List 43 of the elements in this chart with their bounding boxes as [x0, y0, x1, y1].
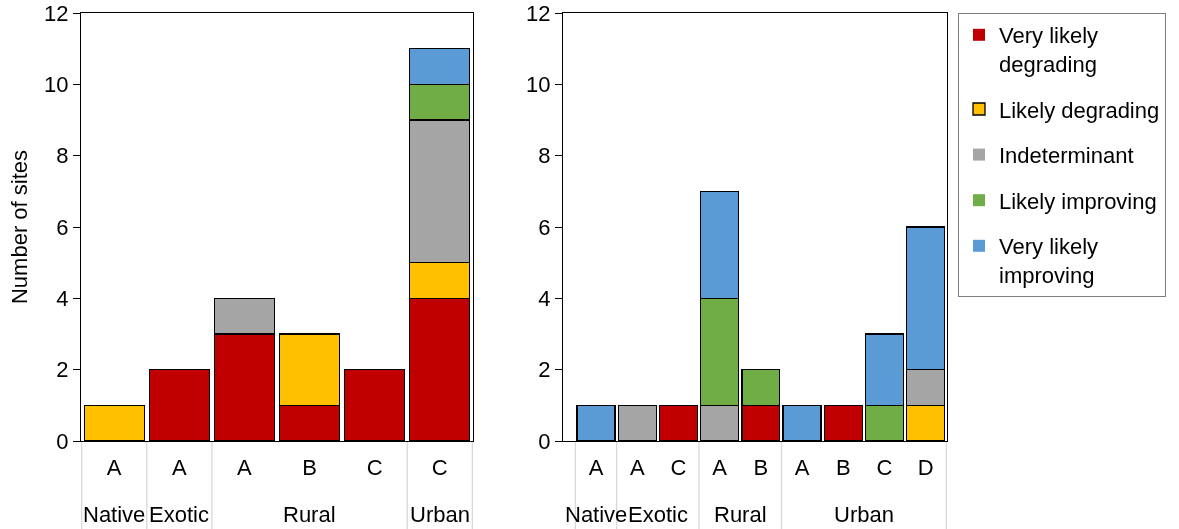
text: Rural — [283, 502, 336, 527]
y-tick-label: 2 — [56, 357, 69, 383]
y-tick-label: 6 — [538, 214, 551, 240]
y-tick-label: 0 — [56, 428, 69, 454]
x-tick-label: B — [753, 454, 769, 480]
x-tick-label: B — [302, 454, 317, 480]
legend-label: Very likely degrading — [999, 23, 1099, 77]
legend-label: Indeterminant — [999, 143, 1134, 169]
text: Urban — [834, 502, 894, 527]
y-tick-label: 12 — [525, 0, 551, 26]
text: Exotic — [149, 502, 209, 527]
y-tick-label: 2 — [538, 357, 551, 383]
text: Native — [83, 502, 146, 527]
y-tick-label: 10 — [43, 72, 69, 98]
x-tick-label: C — [431, 454, 448, 480]
legend-label: Very likely improving — [999, 234, 1099, 288]
x-tick-label: A — [106, 454, 122, 480]
y-tick-label: 10 — [525, 72, 551, 98]
x-tick-label: A — [237, 454, 253, 480]
y-axis-title: Number of sites — [6, 149, 32, 305]
y-tick-label: 8 — [56, 143, 69, 169]
y-tick-label: 8 — [538, 143, 551, 169]
text: Urban — [410, 502, 470, 527]
text: Exotic — [628, 502, 688, 527]
y-tick-label: 4 — [538, 286, 551, 312]
x-tick-label: C — [670, 454, 687, 480]
x-tick-label: C — [366, 454, 383, 480]
x-tick-label: A — [712, 454, 728, 480]
x-tick-label: A — [629, 454, 645, 480]
x-tick-label: A — [794, 454, 810, 480]
y-tick-label: 6 — [56, 214, 69, 240]
x-tick-label: D — [917, 454, 934, 480]
text: Native — [565, 502, 628, 527]
text: Rural — [714, 502, 767, 527]
x-tick-label: C — [876, 454, 893, 480]
x-tick-label: A — [588, 454, 604, 480]
legend-label: Likely improving — [999, 188, 1157, 214]
legend-label: Likely degrading — [999, 97, 1160, 123]
y-tick-label: 4 — [56, 286, 69, 312]
y-tick-label: 12 — [43, 0, 69, 26]
x-tick-label: A — [171, 454, 187, 480]
x-tick-label: B — [835, 454, 851, 480]
y-tick-label: 0 — [538, 428, 551, 454]
